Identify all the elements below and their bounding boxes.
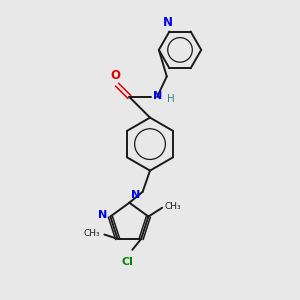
Text: Cl: Cl: [122, 256, 133, 267]
Text: N: N: [131, 190, 140, 200]
Text: CH₃: CH₃: [83, 229, 100, 238]
Text: H: H: [167, 94, 175, 104]
Text: O: O: [110, 69, 121, 82]
Text: CH₃: CH₃: [165, 202, 181, 211]
Text: N: N: [153, 91, 162, 100]
Text: N: N: [163, 16, 173, 29]
Text: N: N: [98, 210, 107, 220]
